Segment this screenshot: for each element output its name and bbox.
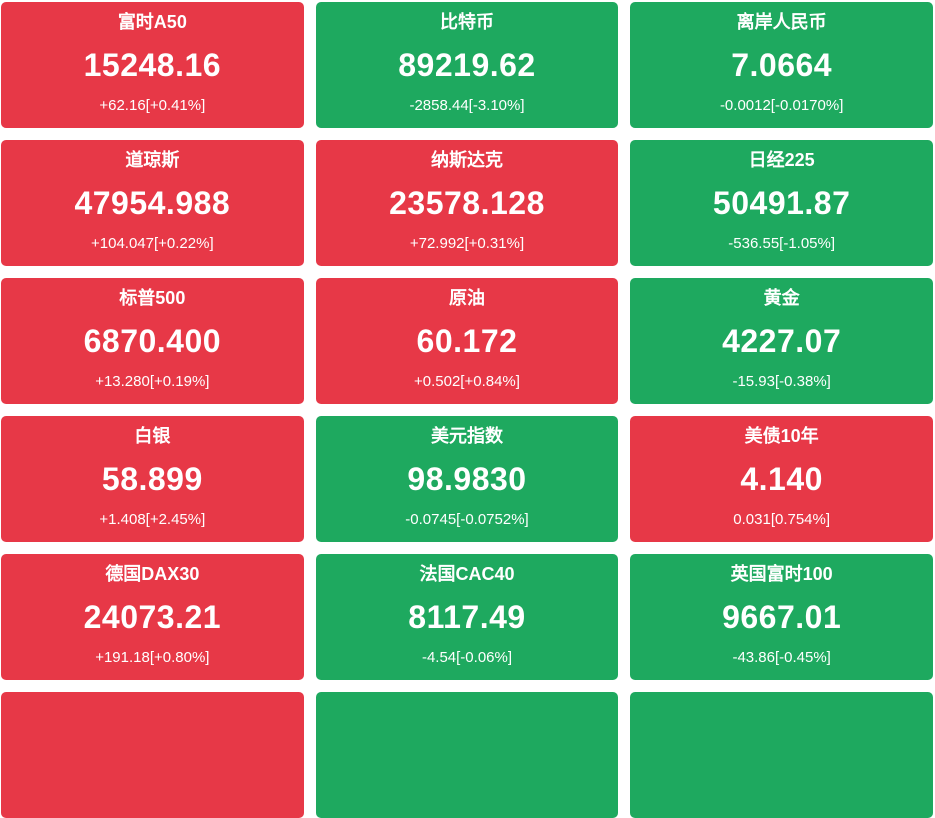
market-tile[interactable]: 富时A50 15248.16 +62.16[+0.41%]: [1, 2, 304, 128]
market-name: 道琼斯: [125, 150, 180, 170]
market-name: 富时A50: [117, 12, 187, 32]
market-change: +191.18[+0.80%]: [95, 649, 210, 667]
market-tile[interactable]: 德国DAX30 24073.21 +191.18[+0.80%]: [1, 554, 304, 680]
market-name: 白银: [134, 426, 171, 446]
market-name: 法国CAC40: [419, 564, 515, 584]
market-price: 15248.16: [83, 47, 222, 84]
market-price: 23578.128: [389, 185, 545, 222]
market-name: 美元指数: [430, 426, 503, 446]
market-change: -43.86[-0.45%]: [732, 649, 831, 667]
market-tile[interactable]: 美债10年 4.140 0.031[0.754%]: [630, 416, 933, 542]
market-price: 7.0664: [731, 47, 833, 84]
market-change: -0.0012[-0.0170%]: [719, 97, 844, 115]
market-tile[interactable]: 纳斯达克 23578.128 +72.992[+0.31%]: [315, 140, 619, 266]
market-change: -2858.44[-3.10%]: [409, 97, 525, 115]
market-price: 50491.87: [712, 185, 851, 222]
market-tile[interactable]: 道琼斯 47954.988 +104.047[+0.22%]: [1, 140, 304, 266]
market-name: 英国富时100: [730, 564, 833, 584]
market-price: 4227.07: [722, 323, 842, 360]
market-tile[interactable]: 离岸人民币 7.0664 -0.0012[-0.0170%]: [630, 2, 933, 128]
market-tile[interactable]: 原油 60.172 +0.502[+0.84%]: [315, 278, 619, 404]
market-name: 离岸人民币: [736, 12, 827, 32]
market-name: 美债10年: [744, 426, 819, 446]
market-price: 89219.62: [398, 47, 536, 84]
market-name: 比特币: [439, 12, 494, 32]
market-price: 4.140: [740, 461, 823, 498]
market-price: 6870.400: [83, 323, 222, 360]
market-change: +13.280[+0.19%]: [95, 373, 210, 391]
market-change: +62.16[+0.41%]: [99, 97, 206, 115]
market-tile[interactable]: 法国CAC40 8117.49 -4.54[-0.06%]: [315, 554, 619, 680]
market-tile-partial[interactable]: [630, 692, 933, 818]
market-price: 24073.21: [83, 599, 222, 636]
market-price: 98.9830: [407, 461, 527, 498]
market-name: 德国DAX30: [105, 564, 200, 584]
market-price: 8117.49: [408, 599, 526, 636]
market-name: 黄金: [763, 288, 800, 308]
market-change: 0.031[0.754%]: [733, 511, 831, 529]
market-tile[interactable]: 日经225 50491.87 -536.55[-1.05%]: [630, 140, 933, 266]
market-price: 47954.988: [74, 185, 231, 222]
market-price: 9667.01: [722, 599, 842, 636]
market-tile[interactable]: 美元指数 98.9830 -0.0745[-0.0752%]: [315, 416, 619, 542]
market-tile-partial[interactable]: [315, 692, 619, 818]
market-change: -536.55[-1.05%]: [728, 235, 836, 253]
market-change: +0.502[+0.84%]: [414, 373, 520, 391]
market-name: 纳斯达克: [430, 150, 503, 170]
market-change: +1.408[+2.45%]: [99, 511, 206, 529]
market-price: 60.172: [416, 323, 518, 360]
market-change: +72.992[+0.31%]: [409, 235, 525, 253]
market-tile[interactable]: 英国富时100 9667.01 -43.86[-0.45%]: [630, 554, 933, 680]
market-tile[interactable]: 比特币 89219.62 -2858.44[-3.10%]: [315, 2, 619, 128]
market-change: +104.047[+0.22%]: [91, 235, 214, 253]
market-tile[interactable]: 标普500 6870.400 +13.280[+0.19%]: [1, 278, 304, 404]
market-change: -4.54[-0.06%]: [421, 649, 513, 667]
market-name: 原油: [448, 288, 485, 308]
market-tile[interactable]: 白银 58.899 +1.408[+2.45%]: [1, 416, 304, 542]
market-name: 标普500: [119, 288, 186, 308]
market-change: -0.0745[-0.0752%]: [405, 511, 529, 529]
market-tile-partial[interactable]: [1, 692, 304, 818]
market-name: 日经225: [748, 150, 815, 170]
market-price: 58.899: [101, 461, 203, 498]
market-change: -15.93[-0.38%]: [732, 373, 831, 391]
market-tile[interactable]: 黄金 4227.07 -15.93[-0.38%]: [630, 278, 933, 404]
